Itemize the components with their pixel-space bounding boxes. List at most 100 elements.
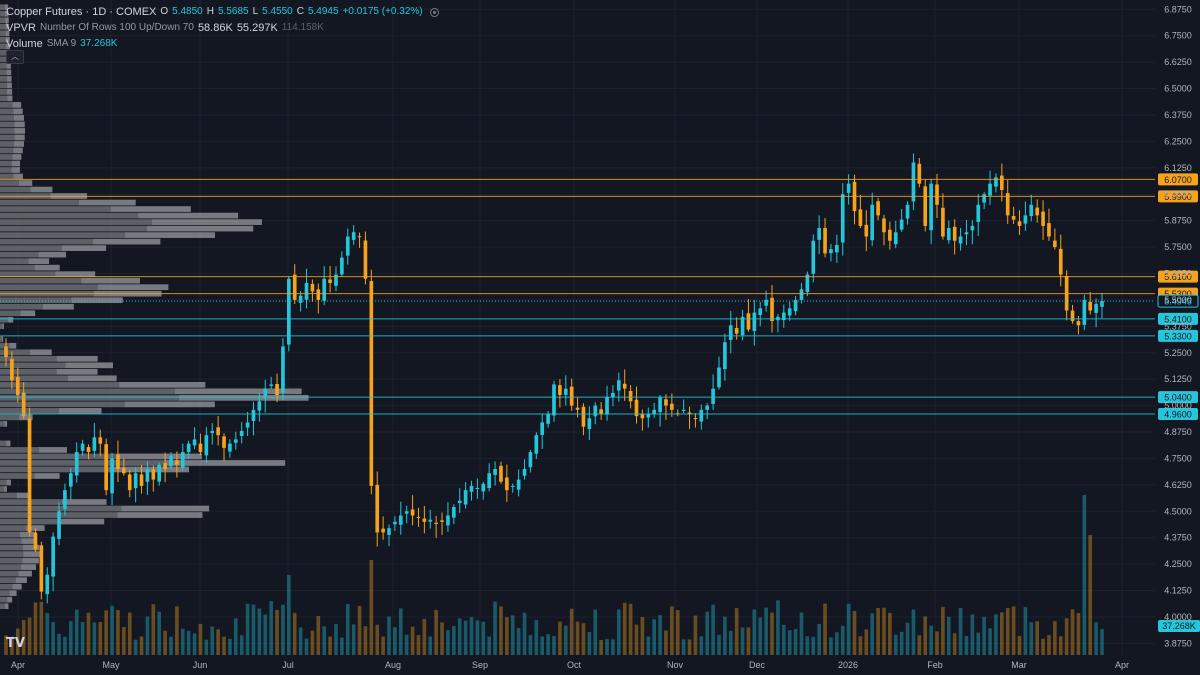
candle-body [781, 312, 786, 321]
volume-bar [428, 636, 433, 655]
profile-bar-down [42, 303, 74, 310]
volume-bar [982, 616, 986, 655]
volume-bar [39, 601, 44, 655]
volume-bar [15, 628, 20, 655]
profile-bar-up [0, 238, 94, 245]
open-key: O [160, 6, 169, 17]
candle-body [587, 418, 592, 430]
y-tick-label: 4.2500 [1164, 559, 1192, 569]
candle-body [440, 520, 444, 522]
profile-bar-up [0, 147, 14, 154]
profile-bar-down [11, 167, 20, 173]
volume-sma-badge-bg [1158, 620, 1200, 632]
symbol-title[interactable]: Copper Futures · 1D · COMEX [6, 6, 157, 18]
profile-bar-up [0, 17, 6, 24]
profile-bar-up [0, 381, 120, 388]
profile-bar-up [0, 245, 62, 251]
volume-bar [163, 630, 167, 655]
time-axis[interactable]: Apr May Jun Jul Aug Sep Oct Nov Dec 2026 Feb Mar Apr [0, 655, 1200, 675]
volume-bar [398, 608, 403, 655]
volume-bar [33, 602, 38, 655]
candle-body [705, 405, 710, 410]
legend-title-row[interactable]: Copper Futures · 1D · COMEX O 5.4850 H 5.5… [6, 4, 439, 20]
settings-dot-icon[interactable] [429, 7, 439, 17]
candle-body [169, 456, 173, 467]
volume-bar [705, 611, 710, 655]
profile-bar-up [0, 342, 10, 349]
volume-bar [505, 617, 509, 655]
volume-bar [463, 620, 468, 655]
candle-body [1041, 211, 1045, 226]
candle-body [263, 388, 268, 398]
profile-bar-down [20, 564, 37, 570]
profile-bar-up [0, 525, 26, 531]
volume-bar [457, 618, 462, 655]
candle-body [982, 194, 986, 203]
volume-bar [304, 638, 309, 655]
volume-bar [994, 614, 998, 655]
volume-bar [1053, 621, 1057, 655]
price-line-label: 4.9600 [1164, 410, 1192, 420]
candle-body [522, 469, 527, 476]
volume-label: Volume [6, 38, 43, 50]
volume-bar [345, 603, 350, 655]
profile-bar-up [0, 323, 3, 330]
candle-body [452, 507, 456, 518]
profile-bar-up [0, 421, 5, 427]
volume-bar [805, 636, 810, 655]
profile-bar-down [6, 76, 12, 82]
volume-bar [287, 575, 291, 655]
profile-bar-up [0, 473, 35, 479]
x-tick-label: Nov [667, 660, 684, 670]
candle-body [835, 244, 839, 253]
volume-bar [776, 600, 780, 655]
vpvr-legend-row[interactable]: VPVR Number Of Rows 100 Up/Down 70 58.86… [6, 20, 439, 36]
profile-bar-down [6, 440, 11, 447]
candle-body [681, 409, 686, 411]
volume-bar [239, 635, 244, 655]
candle-body [80, 443, 85, 451]
grid-lines [0, 0, 1155, 655]
x-tick-label: Mar [1011, 660, 1027, 670]
candle-body [186, 443, 191, 453]
profile-bar-down [121, 505, 210, 512]
x-tick-label: Apr [1115, 660, 1129, 670]
profile-bar-up [0, 388, 175, 395]
candle-body [634, 399, 639, 417]
volume-bar [387, 616, 391, 655]
candle-body [528, 452, 533, 468]
candle-body [287, 278, 291, 345]
candle-body [39, 545, 44, 592]
profile-bar-up [0, 180, 19, 186]
volume-bars [4, 495, 1104, 655]
price-axis[interactable]: 6.8750 6.7500 6.6250 6.5000 6.3750 6.2500 6.12… [1158, 4, 1200, 648]
candle-body [216, 427, 220, 436]
x-tick-label: Jun [193, 660, 208, 670]
profile-bar-up [0, 362, 66, 369]
volume-legend-row[interactable]: Volume SMA 9 37.268K [6, 36, 439, 52]
y-tick-label: 4.6250 [1164, 480, 1192, 490]
collapse-legend-button[interactable]: ︿ [6, 50, 24, 64]
candle-body [581, 406, 586, 427]
profile-bar-down [25, 525, 45, 531]
candle-body [728, 325, 733, 340]
volume-bar [717, 634, 721, 655]
profile-bar-up [0, 577, 16, 583]
candle-body [369, 281, 374, 486]
candle-body [558, 385, 562, 396]
candle-body [670, 403, 674, 410]
profile-bar-down [93, 238, 161, 245]
volume-bar [658, 615, 662, 655]
volume-bar [104, 610, 108, 655]
vpvr-params: Number Of Rows 100 Up/Down 70 [39, 22, 194, 33]
volume-bar [634, 624, 639, 655]
candle-body [888, 229, 892, 241]
profile-bar-up [0, 544, 23, 551]
volume-bar [1005, 608, 1010, 655]
candle-body [593, 405, 598, 417]
tradingview-logo-icon[interactable]: TV [6, 636, 25, 651]
high-value: 5.5685 [217, 6, 249, 17]
profile-bar-down [78, 199, 136, 206]
candle-body [734, 328, 739, 334]
